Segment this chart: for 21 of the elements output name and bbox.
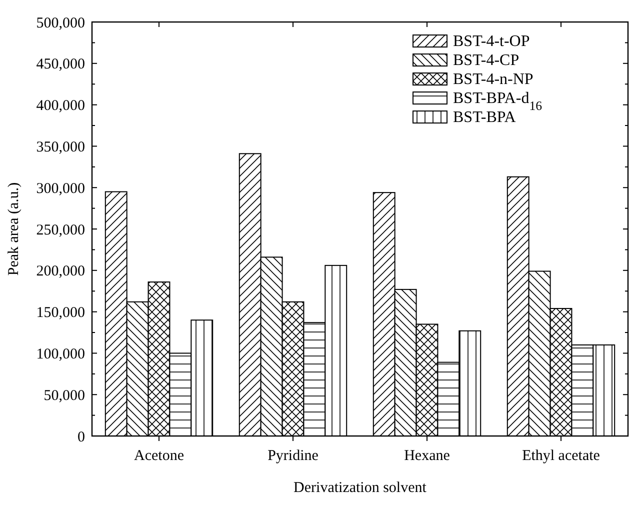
y-tick-label: 150,000	[36, 305, 85, 322]
legend-label: BST-4-CP	[453, 52, 520, 69]
x-axis-title: Derivatization solvent	[294, 480, 428, 496]
y-tick-label: 450,000	[36, 56, 85, 73]
y-tick-label: 100,000	[36, 346, 85, 362]
x-tick-label: Acetone	[134, 448, 184, 464]
y-tick-label: 200,000	[36, 264, 85, 280]
legend-label: BST-4-t-OP	[453, 33, 530, 50]
y-tick-label: 0	[78, 429, 85, 446]
y-axis-title: Peak area (a.u.)	[6, 182, 22, 276]
x-tick-label: Hexane	[404, 448, 450, 464]
y-tick-label: 350,000	[36, 139, 85, 156]
y-tick-label: 500,000	[36, 15, 85, 32]
legend-label: BST-BPA	[453, 109, 516, 126]
y-tick-label: 300,000	[36, 180, 85, 197]
legend-label: BST-4-n-NP	[453, 71, 534, 88]
x-tick-label: Ethyl acetate	[522, 448, 600, 464]
x-tick-label: Pyridine	[268, 448, 319, 464]
y-tick-label: 50,000	[44, 388, 85, 404]
y-tick-label: 250,000	[36, 222, 85, 238]
y-tick-label: 400,000	[36, 98, 85, 114]
